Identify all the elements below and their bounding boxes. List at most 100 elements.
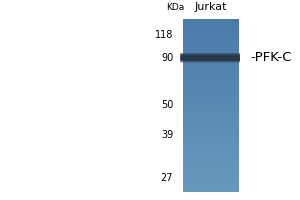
Bar [183,49,239,50]
Bar [183,43,239,44]
Bar [183,130,239,131]
Bar [183,52,239,53]
Bar [183,93,239,94]
Bar [183,178,239,179]
Bar [183,144,239,145]
Text: -PFK-C: -PFK-C [250,51,292,64]
Bar [183,186,239,187]
Bar [183,177,239,178]
Bar [183,41,239,42]
Bar [183,79,239,80]
Bar [183,30,239,31]
Bar [183,175,239,177]
Bar [183,112,239,113]
Bar [183,164,239,165]
Bar [183,72,239,73]
Bar [183,170,239,171]
Bar [183,28,239,29]
Bar [183,184,239,185]
Bar [183,183,239,184]
Bar [183,119,239,120]
Bar [183,190,239,191]
Bar [183,44,239,45]
Bar [181,59,240,60]
Bar [183,116,239,117]
Bar [183,111,239,112]
Bar [183,104,239,105]
Bar [183,132,239,133]
Bar [183,85,239,86]
Bar [183,180,239,181]
Bar [183,153,239,154]
Bar [183,75,239,76]
Bar [183,108,239,109]
Bar [183,162,239,163]
Bar [183,54,239,55]
Bar [183,64,239,65]
Text: Jurkat: Jurkat [195,2,227,12]
Bar [183,98,239,99]
Bar [183,37,239,38]
Bar [183,182,239,183]
Bar [183,146,239,147]
Bar [183,137,239,138]
Bar [183,125,239,126]
Bar [181,60,240,61]
Bar [183,114,239,115]
Bar [183,129,239,130]
Bar [183,71,239,72]
Bar [183,188,239,189]
Bar [183,102,239,103]
Bar [183,39,239,40]
Bar [183,162,239,164]
Bar [183,155,239,156]
Bar [183,136,239,138]
Bar [183,141,239,142]
Bar [183,145,239,146]
Bar [183,126,239,127]
Bar [183,58,239,59]
Bar [183,181,239,182]
Bar [183,51,239,52]
Bar [183,35,239,36]
Bar [183,20,239,21]
Bar [183,118,239,119]
Bar [183,25,239,26]
Bar [183,92,239,93]
Bar [183,136,239,137]
Bar [183,123,239,124]
Bar [183,128,239,129]
Bar [183,156,239,157]
Bar [183,122,239,123]
Bar [183,185,239,186]
Bar [183,81,239,82]
Bar [183,74,239,75]
Bar [183,110,239,112]
Bar [183,115,239,116]
Bar [183,78,239,79]
Bar [183,168,239,169]
Bar [183,191,239,192]
Bar [183,62,239,63]
Bar [183,91,239,92]
Bar [183,84,239,86]
Bar [183,172,239,173]
Bar [183,109,239,110]
Bar [183,113,239,114]
Bar [183,103,239,104]
Bar [183,26,239,27]
Bar [183,149,239,151]
Bar [183,187,239,188]
Bar [183,57,239,58]
Bar [183,140,239,141]
Bar [183,69,239,70]
Bar [183,60,239,61]
Bar [183,169,239,170]
Bar [183,97,239,98]
Bar [183,32,239,33]
Bar [183,169,239,170]
Bar [183,149,239,150]
Bar [181,53,240,54]
Bar [183,97,239,99]
Bar [183,70,239,71]
